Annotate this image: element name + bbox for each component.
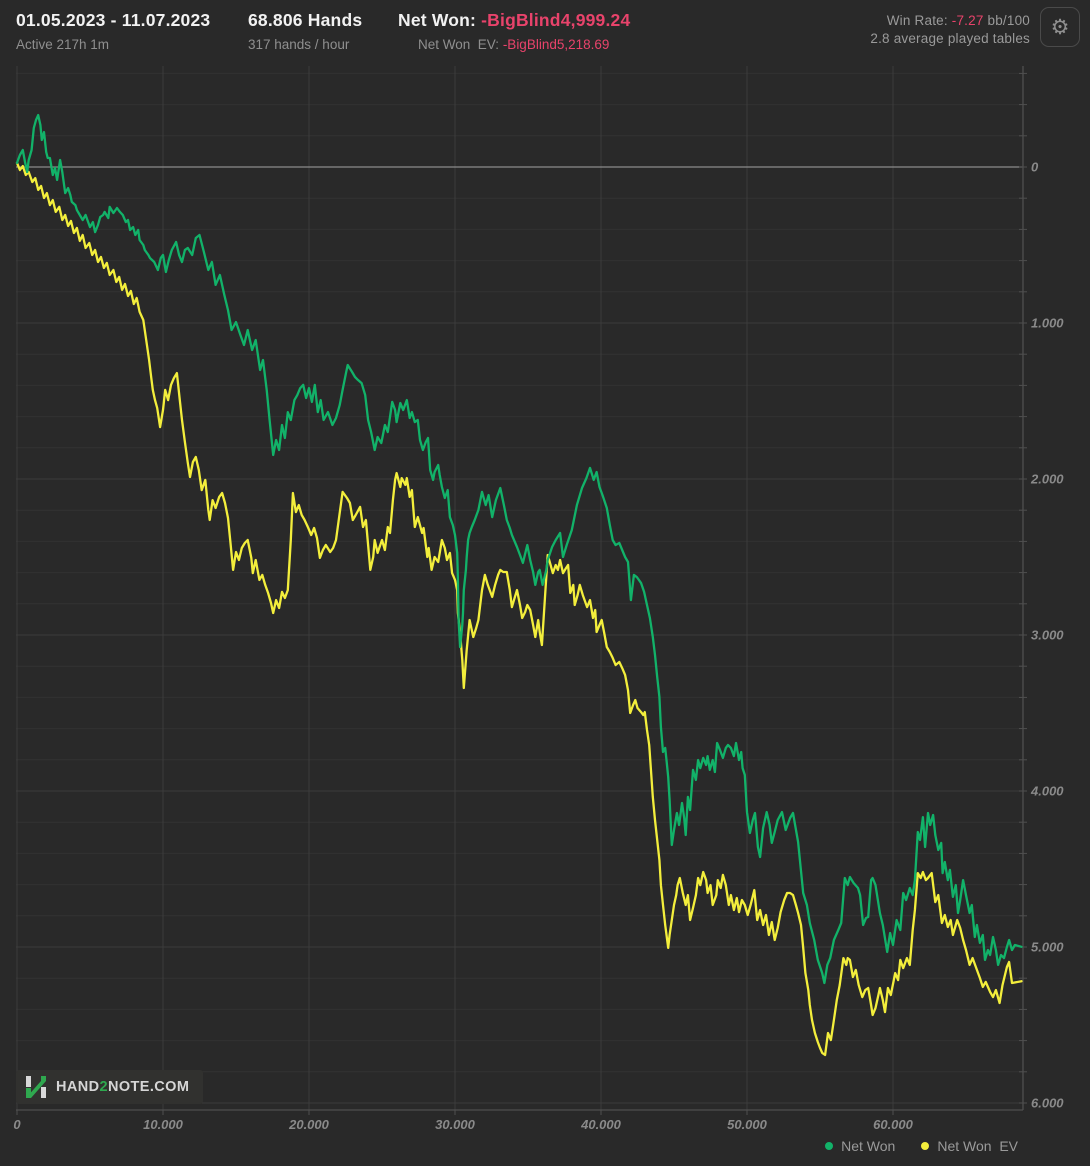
net-won-ev-line <box>15 161 1023 1057</box>
net-won-value: -BigBlind4,999.24 <box>481 10 631 30</box>
active-time: Active 217h 1m <box>16 37 110 52</box>
hands-per-hour: 317 hands / hour <box>248 37 350 52</box>
net-won-ev-legend-dot <box>921 1142 930 1150</box>
hand2note-logo: HAND2NOTE.COM <box>16 1070 204 1104</box>
net-won-label: Net Won: <box>398 10 477 30</box>
net-won-ev-label: Net Won EV: <box>418 37 500 52</box>
settings-button[interactable]: ⚙ <box>1040 7 1080 47</box>
avg-tables: 2.8 average played tables <box>870 31 1030 46</box>
legend-item-net-won-ev[interactable]: Net Won EV <box>921 1138 1018 1154</box>
net-won-ev-legend-label: Net Won EV <box>937 1138 1018 1154</box>
svg-text:2.000: 2.000 <box>1030 472 1064 487</box>
svg-text:1.000: 1.000 <box>1031 316 1064 331</box>
svg-text:60.000: 60.000 <box>873 1117 914 1132</box>
svg-text:0: 0 <box>13 1117 21 1132</box>
svg-text:0: 0 <box>1031 160 1039 175</box>
legend: Net Won Net Won EV <box>825 1138 1018 1154</box>
hand2note-logo-icon <box>26 1076 46 1098</box>
gear-icon: ⚙ <box>1050 15 1070 39</box>
net-won-line <box>15 113 1023 985</box>
svg-text:3.000: 3.000 <box>1031 628 1064 643</box>
svg-text:50.000: 50.000 <box>727 1117 768 1132</box>
legend-item-net-won[interactable]: Net Won <box>825 1138 895 1154</box>
logo-text: HAND2NOTE.COM <box>56 1079 190 1095</box>
date-range: 01.05.2023 - 11.07.2023 <box>16 10 211 30</box>
svg-text:6.000: 6.000 <box>1031 1096 1064 1111</box>
win-rate-block: Win Rate: -7.27 bb/100 2.8 average playe… <box>870 10 1030 46</box>
net-won-block: Net Won: -BigBlind4,999.24 Net Won EV: -… <box>398 10 630 52</box>
svg-text:40.000: 40.000 <box>580 1117 622 1132</box>
net-won-ev-value: -BigBlind5,218.69 <box>502 37 610 52</box>
date-range-block: 01.05.2023 - 11.07.2023 Active 217h 1m <box>16 10 210 52</box>
win-rate-unit: bb/100 <box>987 13 1030 28</box>
svg-text:20.000: 20.000 <box>288 1117 330 1132</box>
net-won-legend-dot <box>825 1142 834 1150</box>
net-won-legend-label: Net Won <box>841 1138 896 1154</box>
hands-block: 68.806 Hands 317 hands / hour <box>248 10 362 52</box>
svg-text:4.000: 4.000 <box>1030 784 1064 799</box>
hands-total: 68.806 Hands <box>248 10 363 30</box>
svg-text:10.000: 10.000 <box>143 1117 184 1132</box>
win-rate-label: Win Rate: <box>886 13 948 28</box>
svg-text:5.000: 5.000 <box>1031 940 1064 955</box>
win-rate-value: -7.27 <box>951 13 984 28</box>
svg-text:30.000: 30.000 <box>435 1117 476 1132</box>
